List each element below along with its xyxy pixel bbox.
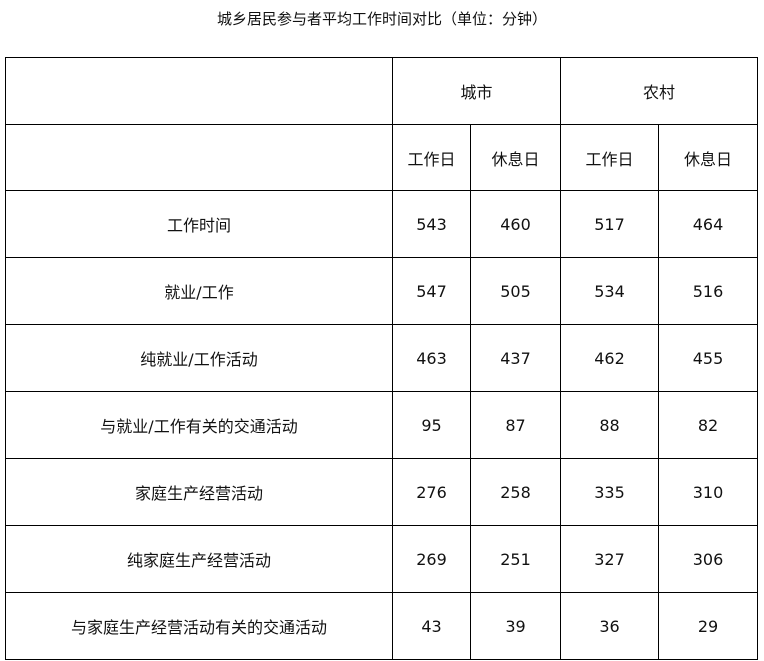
data-cell: 251	[470, 525, 561, 593]
row-label: 与就业/工作有关的交通活动	[5, 391, 393, 459]
data-cell: 543	[392, 190, 471, 258]
data-cell: 310	[658, 458, 758, 526]
group-header: 城市	[392, 57, 561, 125]
table-row: 工作时间 543 460 517 464	[5, 190, 758, 258]
group-header-row: 城市 农村	[5, 57, 758, 125]
table-row: 纯家庭生产经营活动 269 251 327 306	[5, 525, 758, 593]
corner-cell	[5, 57, 393, 125]
data-cell: 306	[658, 525, 758, 593]
column-header: 休息日	[470, 124, 561, 191]
row-label: 纯家庭生产经营活动	[5, 525, 393, 593]
data-cell: 516	[658, 257, 758, 325]
data-cell: 29	[658, 592, 758, 660]
data-cell: 82	[658, 391, 758, 459]
data-cell: 517	[560, 190, 659, 258]
data-cell: 460	[470, 190, 561, 258]
data-cell: 327	[560, 525, 659, 593]
corner-cell	[5, 124, 393, 191]
column-header: 工作日	[392, 124, 471, 191]
data-cell: 43	[392, 592, 471, 660]
row-label: 就业/工作	[5, 257, 393, 325]
data-cell: 88	[560, 391, 659, 459]
data-cell: 534	[560, 257, 659, 325]
row-label: 与家庭生产经营活动有关的交通活动	[5, 592, 393, 660]
data-cell: 335	[560, 458, 659, 526]
data-cell: 462	[560, 324, 659, 392]
data-cell: 36	[560, 592, 659, 660]
row-label: 家庭生产经营活动	[5, 458, 393, 526]
data-cell: 39	[470, 592, 561, 660]
data-cell: 437	[470, 324, 561, 392]
column-header-row: 工作日 休息日 工作日 休息日	[5, 124, 758, 191]
column-header: 工作日	[560, 124, 659, 191]
data-cell: 464	[658, 190, 758, 258]
data-cell: 87	[470, 391, 561, 459]
table-row: 就业/工作 547 505 534 516	[5, 257, 758, 325]
table-row: 家庭生产经营活动 276 258 335 310	[5, 458, 758, 526]
data-cell: 463	[392, 324, 471, 392]
data-cell: 505	[470, 257, 561, 325]
table-row: 与就业/工作有关的交通活动 95 87 88 82	[5, 391, 758, 459]
row-label: 工作时间	[5, 190, 393, 258]
table-row: 纯就业/工作活动 463 437 462 455	[5, 324, 758, 392]
group-header: 农村	[560, 57, 758, 125]
row-label: 纯就业/工作活动	[5, 324, 393, 392]
data-cell: 258	[470, 458, 561, 526]
data-cell: 276	[392, 458, 471, 526]
data-table: 城市 农村 工作日 休息日 工作日 休息日 工作时间 543 460 517 464 就业…	[5, 57, 758, 660]
table-title: 城乡居民参与者平均工作时间对比（单位：分钟）	[216, 10, 547, 28]
data-cell: 455	[658, 324, 758, 392]
data-cell: 547	[392, 257, 471, 325]
data-cell: 95	[392, 391, 471, 459]
data-cell: 269	[392, 525, 471, 593]
table-row: 与家庭生产经营活动有关的交通活动 43 39 36 29	[5, 592, 758, 660]
column-header: 休息日	[658, 124, 758, 191]
